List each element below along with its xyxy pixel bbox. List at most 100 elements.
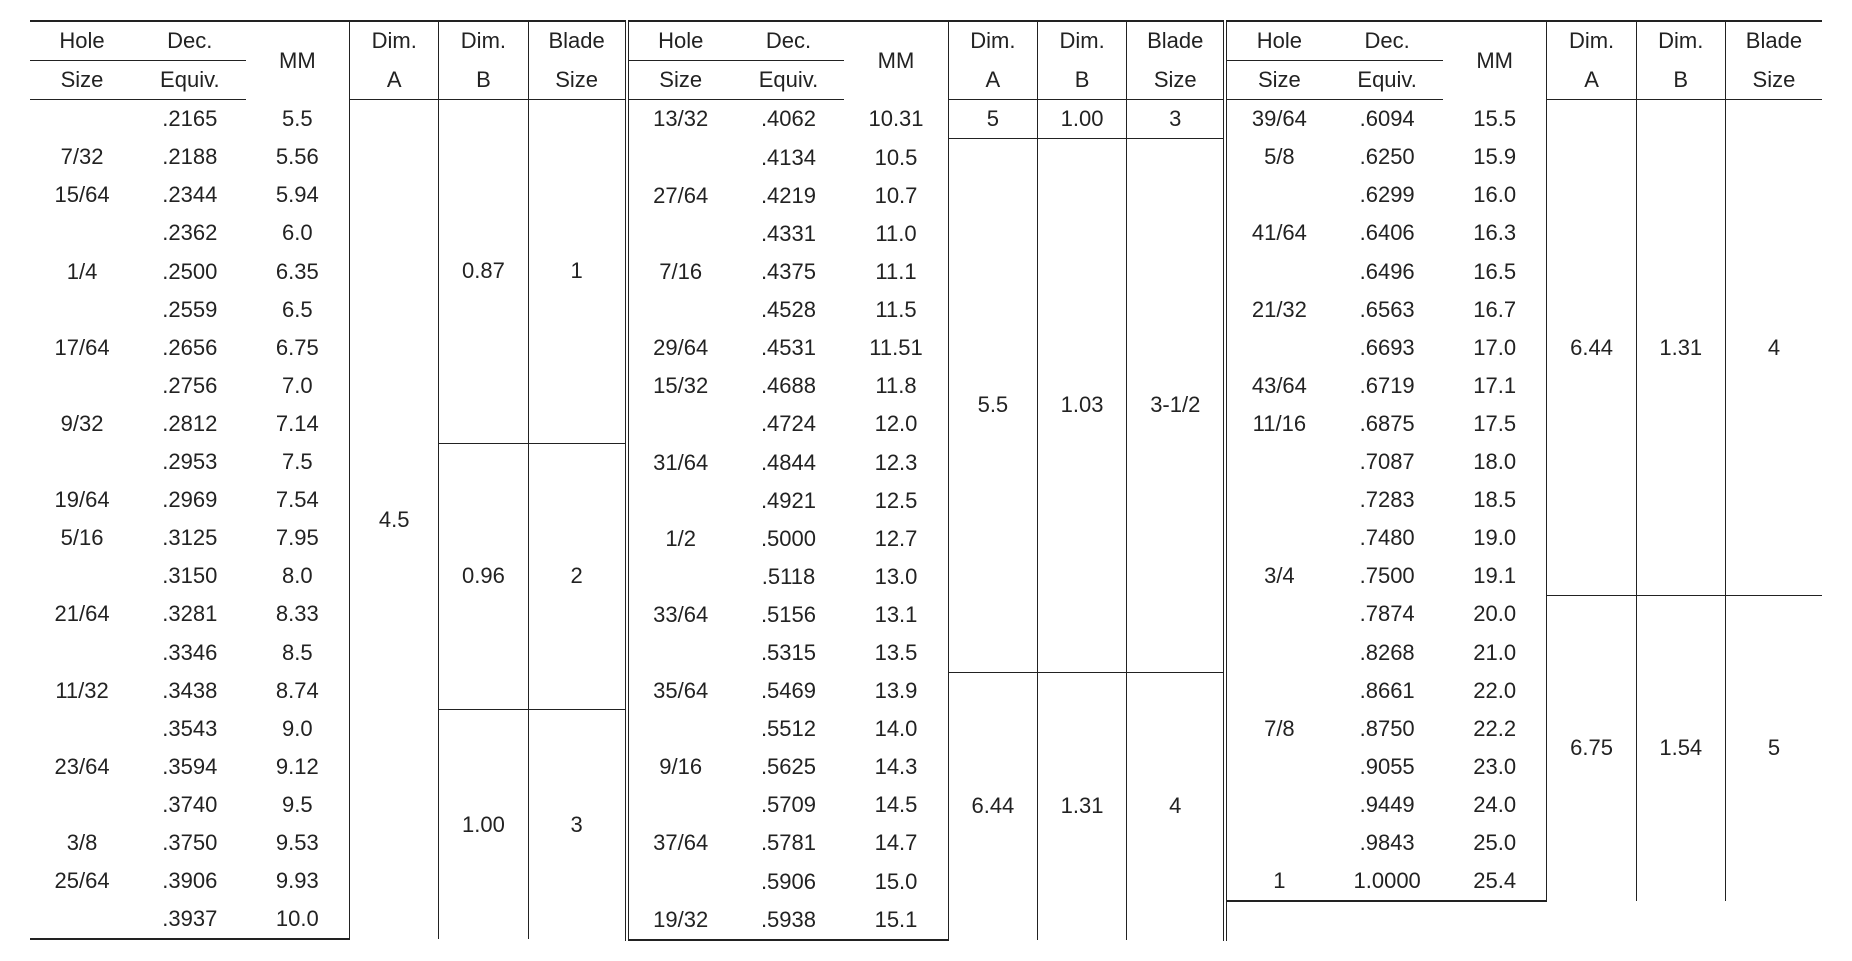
- cell-dec: .8661: [1331, 672, 1442, 710]
- cell-mm: 9.93: [246, 862, 350, 900]
- cell-mm: 25.4: [1443, 862, 1547, 901]
- cell-hole: [629, 863, 733, 901]
- cell-hole: [1227, 634, 1331, 672]
- table-row: .29537.50.962: [30, 443, 625, 481]
- cell-dec: .6693: [1331, 329, 1442, 367]
- cell-mm: 19.0: [1443, 519, 1547, 557]
- cell-mm: 6.5: [246, 291, 350, 329]
- cell-hole: 15/32: [629, 367, 733, 405]
- cell-hole: 41/64: [1227, 214, 1331, 252]
- cell-mm: 12.3: [844, 444, 948, 482]
- cell-hole: 7/16: [629, 253, 733, 291]
- cell-hole: 1: [1227, 862, 1331, 901]
- cell-mm: 12.5: [844, 482, 948, 520]
- cell-dec: .6406: [1331, 214, 1442, 252]
- hdr-blade-sub: Size: [1725, 61, 1822, 100]
- cell-dec: .6094: [1331, 100, 1442, 139]
- cell-mm: 16.7: [1443, 291, 1547, 329]
- cell-hole: 9/16: [629, 748, 733, 786]
- cell-mm: 14.7: [844, 824, 948, 862]
- cell-blade: 3-1/2: [1127, 139, 1224, 672]
- panels-container: HoleDec.MMDim.Dim.BladeSizeEquiv.ABSize.…: [30, 20, 1822, 941]
- cell-hole: [30, 214, 134, 252]
- cell-hole: [30, 291, 134, 329]
- cell-hole: [30, 100, 134, 139]
- cell-hole: 3/8: [30, 824, 134, 862]
- table-body: 13/32.406210.3151.003.413410.55.51.033-1…: [629, 100, 1224, 940]
- cell-hole: 33/64: [629, 596, 733, 634]
- cell-mm: 10.0: [246, 900, 350, 939]
- cell-blade: 2: [528, 443, 625, 710]
- cell-mm: 8.0: [246, 557, 350, 595]
- cell-dec: .4528: [733, 291, 844, 329]
- cell-mm: 15.9: [1443, 138, 1547, 176]
- cell-hole: [1227, 253, 1331, 291]
- cell-mm: 7.14: [246, 405, 350, 443]
- cell-dim-b: 0.96: [439, 443, 528, 710]
- hdr-dec-equiv: Equiv.: [1331, 61, 1442, 100]
- cell-dim-b: 1.00: [439, 710, 528, 940]
- cell-dec: .6719: [1331, 367, 1442, 405]
- panel: HoleDec.MMDim.Dim.BladeSizeEquiv.ABSize.…: [30, 20, 625, 941]
- cell-dec: .3906: [134, 862, 245, 900]
- cell-hole: [1227, 519, 1331, 557]
- cell-hole: 1/4: [30, 253, 134, 291]
- cell-hole: [629, 710, 733, 748]
- cell-hole: [629, 139, 733, 177]
- hdr-hole: Hole: [1227, 21, 1331, 61]
- cell-mm: 14.3: [844, 748, 948, 786]
- hdr-dimb-sub: B: [439, 61, 528, 100]
- cell-hole: 13/32: [629, 100, 733, 139]
- cell-mm: 8.74: [246, 672, 350, 710]
- page: HoleDec.MMDim.Dim.BladeSizeEquiv.ABSize.…: [0, 0, 1852, 961]
- cell-mm: 16.5: [1443, 253, 1547, 291]
- cell-dec: .7874: [1331, 595, 1442, 633]
- cell-hole: 11/16: [1227, 405, 1331, 443]
- table-header: HoleDec.MMDim.Dim.BladeSizeEquiv.ABSize: [30, 21, 625, 100]
- cell-mm: 6.35: [246, 253, 350, 291]
- cell-hole: [30, 786, 134, 824]
- cell-hole: [629, 634, 733, 672]
- hdr-dimb-sub: B: [1037, 61, 1126, 100]
- cell-dec: .5709: [733, 786, 844, 824]
- hdr-mm: MM: [246, 21, 350, 100]
- cell-dec: .6496: [1331, 253, 1442, 291]
- hdr-dec: Dec.: [733, 21, 844, 61]
- cell-mm: 14.5: [844, 786, 948, 824]
- cell-mm: 24.0: [1443, 786, 1547, 824]
- cell-mm: 10.7: [844, 177, 948, 215]
- hdr-dimb: Dim.: [1037, 21, 1126, 61]
- cell-blade: 5: [1725, 595, 1822, 901]
- cell-dec: .8750: [1331, 710, 1442, 748]
- table-row: 13/32.406210.3151.003: [629, 100, 1224, 139]
- cell-mm: 11.0: [844, 215, 948, 253]
- cell-hole: 17/64: [30, 329, 134, 367]
- cell-mm: 9.5: [246, 786, 350, 824]
- cell-mm: 9.12: [246, 748, 350, 786]
- cell-dec: .5118: [733, 558, 844, 596]
- cell-mm: 7.95: [246, 519, 350, 557]
- cell-mm: 23.0: [1443, 748, 1547, 786]
- cell-dec: .5000: [733, 520, 844, 558]
- cell-dec: .5512: [733, 710, 844, 748]
- cell-mm: 19.1: [1443, 557, 1547, 595]
- cell-dim-b: 1.31: [1037, 672, 1126, 940]
- cell-dim-a: 6.44: [1547, 100, 1636, 596]
- cell-hole: 21/32: [1227, 291, 1331, 329]
- cell-dec: .2500: [134, 253, 245, 291]
- cell-mm: 18.5: [1443, 481, 1547, 519]
- cell-dec: .2969: [134, 481, 245, 519]
- cell-dec: .9843: [1331, 824, 1442, 862]
- cell-hole: 25/64: [30, 862, 134, 900]
- cell-hole: [30, 557, 134, 595]
- hdr-dec: Dec.: [1331, 21, 1442, 61]
- drill-size-table: HoleDec.MMDim.Dim.BladeSizeEquiv.ABSize3…: [1227, 20, 1822, 902]
- cell-dec: .2812: [134, 405, 245, 443]
- table-body: 39/64.609415.56.441.3145/8.625015.9.6299…: [1227, 100, 1822, 901]
- hdr-blade: Blade: [1725, 21, 1822, 61]
- cell-hole: 5/8: [1227, 138, 1331, 176]
- cell-dec: .2362: [134, 214, 245, 252]
- cell-dec: .3438: [134, 672, 245, 710]
- cell-dec: .9055: [1331, 748, 1442, 786]
- cell-dec: 1.0000: [1331, 862, 1442, 901]
